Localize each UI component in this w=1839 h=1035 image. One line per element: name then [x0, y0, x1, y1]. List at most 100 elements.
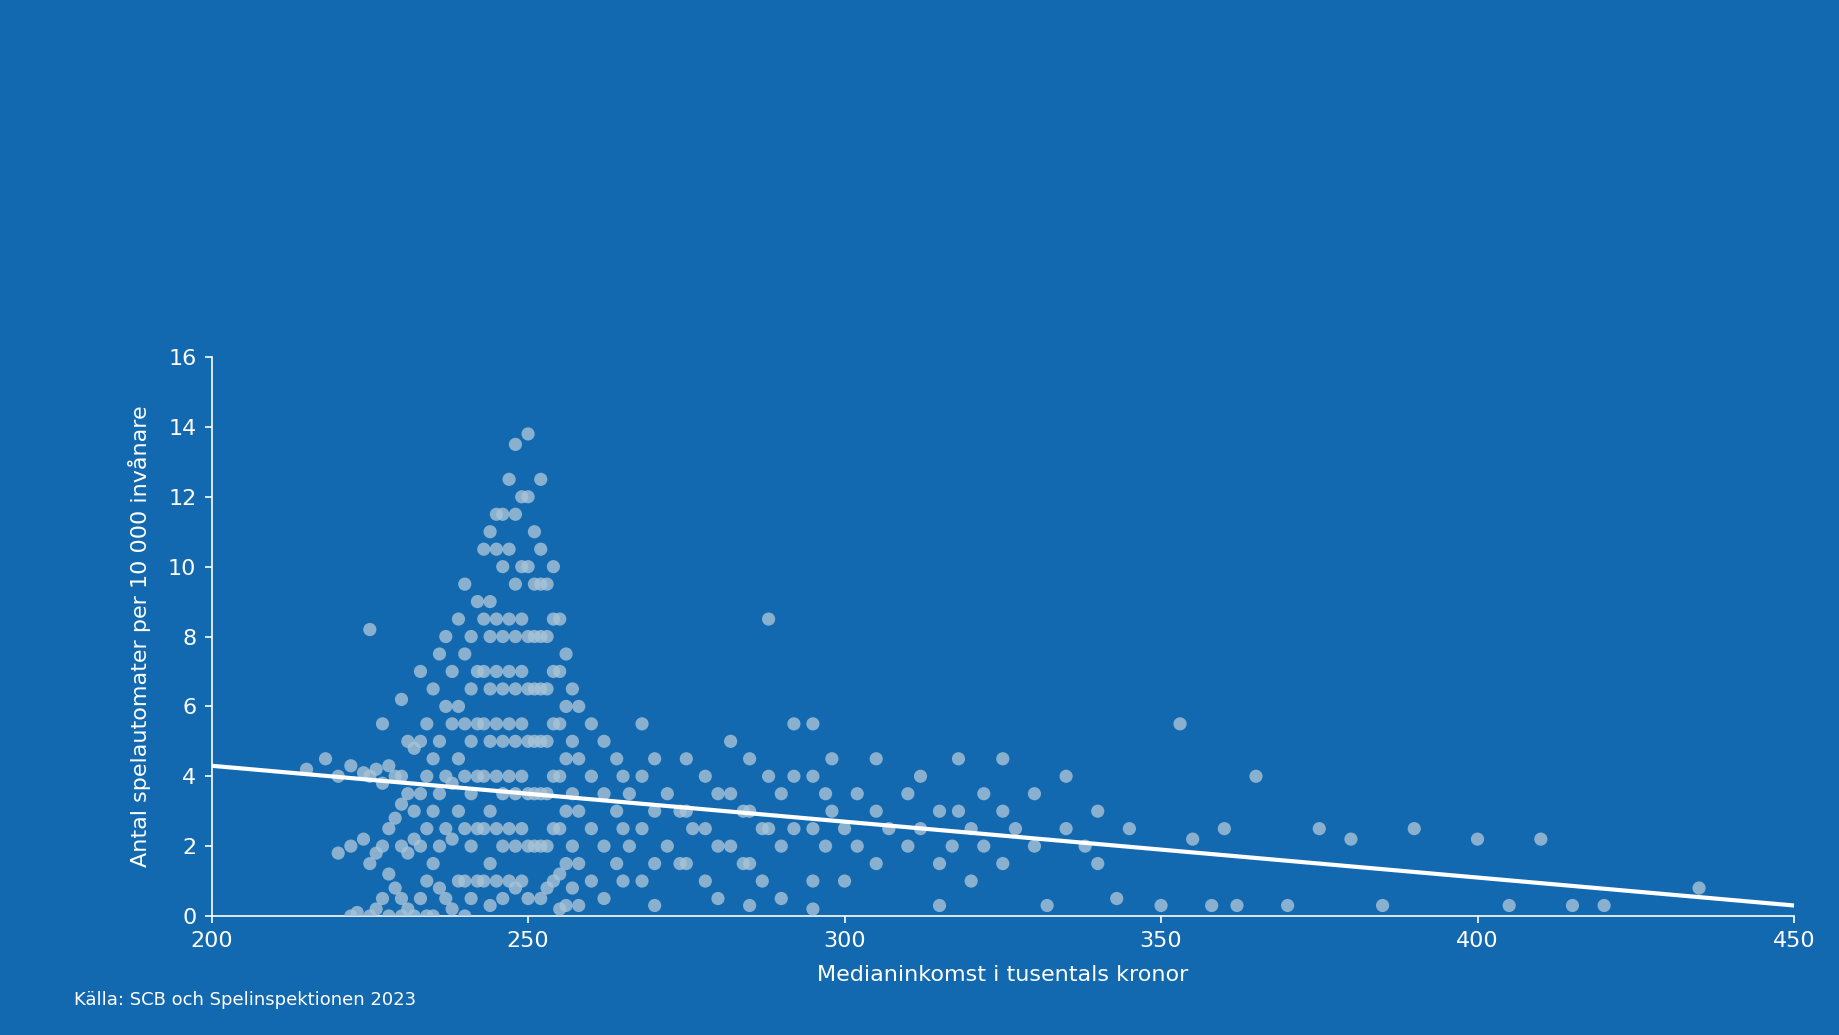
Point: [671, 855, 701, 871]
Point: [557, 880, 587, 896]
Point: [576, 873, 605, 889]
Point: [430, 890, 460, 907]
Point: [925, 803, 954, 820]
Point: [513, 681, 543, 698]
Point: [544, 611, 574, 627]
Point: [360, 900, 390, 917]
Point: [728, 855, 758, 871]
Point: [778, 715, 807, 732]
Point: [754, 611, 783, 627]
Point: [734, 855, 763, 871]
Point: [311, 750, 340, 767]
Point: [456, 733, 485, 749]
Point: [1164, 715, 1194, 732]
Point: [588, 890, 618, 907]
Point: [690, 873, 719, 889]
Point: [474, 803, 504, 820]
Point: [798, 715, 828, 732]
Point: [842, 838, 872, 855]
Point: [412, 873, 441, 889]
Point: [443, 750, 473, 767]
Point: [394, 900, 423, 917]
Point: [425, 646, 454, 662]
Point: [417, 750, 447, 767]
Point: [355, 768, 384, 785]
Point: [715, 733, 745, 749]
Point: [565, 897, 594, 914]
Point: [500, 436, 530, 452]
Point: [892, 838, 921, 855]
Point: [640, 750, 669, 767]
Point: [406, 786, 436, 802]
Point: [373, 821, 403, 837]
Point: [526, 890, 555, 907]
Point: [500, 786, 530, 802]
Point: [342, 905, 371, 921]
Point: [627, 715, 657, 732]
Point: [513, 489, 543, 505]
Point: [292, 761, 322, 777]
Point: [373, 865, 403, 882]
Point: [734, 803, 763, 820]
Point: [430, 821, 460, 837]
Point: [1273, 897, 1302, 914]
Point: [425, 838, 454, 855]
Point: [386, 890, 416, 907]
Point: [500, 628, 530, 645]
Point: [355, 855, 384, 871]
Point: [677, 821, 706, 837]
Point: [381, 768, 410, 785]
Point: [462, 663, 491, 680]
Point: [817, 803, 846, 820]
Point: [552, 698, 581, 714]
Point: [425, 786, 454, 802]
Point: [406, 733, 436, 749]
Point: [526, 628, 555, 645]
Point: [438, 900, 467, 917]
Point: [508, 715, 537, 732]
Point: [355, 621, 384, 638]
Point: [526, 733, 555, 749]
Point: [544, 865, 574, 882]
Point: [767, 838, 796, 855]
Point: [349, 831, 379, 848]
Point: [508, 559, 537, 575]
Point: [1462, 831, 1491, 848]
Point: [474, 897, 504, 914]
Point: [526, 786, 555, 802]
Point: [519, 628, 548, 645]
Point: [1525, 831, 1554, 848]
Point: [438, 775, 467, 792]
Point: [842, 786, 872, 802]
Point: [627, 873, 657, 889]
Point: [552, 803, 581, 820]
Point: [368, 775, 397, 792]
Point: [666, 803, 695, 820]
Point: [368, 838, 397, 855]
Point: [487, 681, 517, 698]
Point: [386, 838, 416, 855]
Point: [451, 646, 480, 662]
Point: [576, 821, 605, 837]
Point: [943, 750, 973, 767]
Point: [1221, 897, 1251, 914]
Point: [399, 831, 428, 848]
Point: [754, 768, 783, 785]
Point: [861, 803, 890, 820]
Point: [544, 900, 574, 917]
Point: [1399, 821, 1429, 837]
Point: [1304, 821, 1333, 837]
Point: [526, 541, 555, 558]
Point: [519, 681, 548, 698]
Point: [474, 681, 504, 698]
Point: [513, 838, 543, 855]
Point: [495, 821, 524, 837]
Point: [508, 873, 537, 889]
Point: [412, 821, 441, 837]
Point: [469, 821, 498, 837]
Point: [702, 890, 732, 907]
Point: [653, 838, 682, 855]
Point: [1019, 838, 1048, 855]
Point: [609, 873, 638, 889]
Point: [1241, 768, 1271, 785]
